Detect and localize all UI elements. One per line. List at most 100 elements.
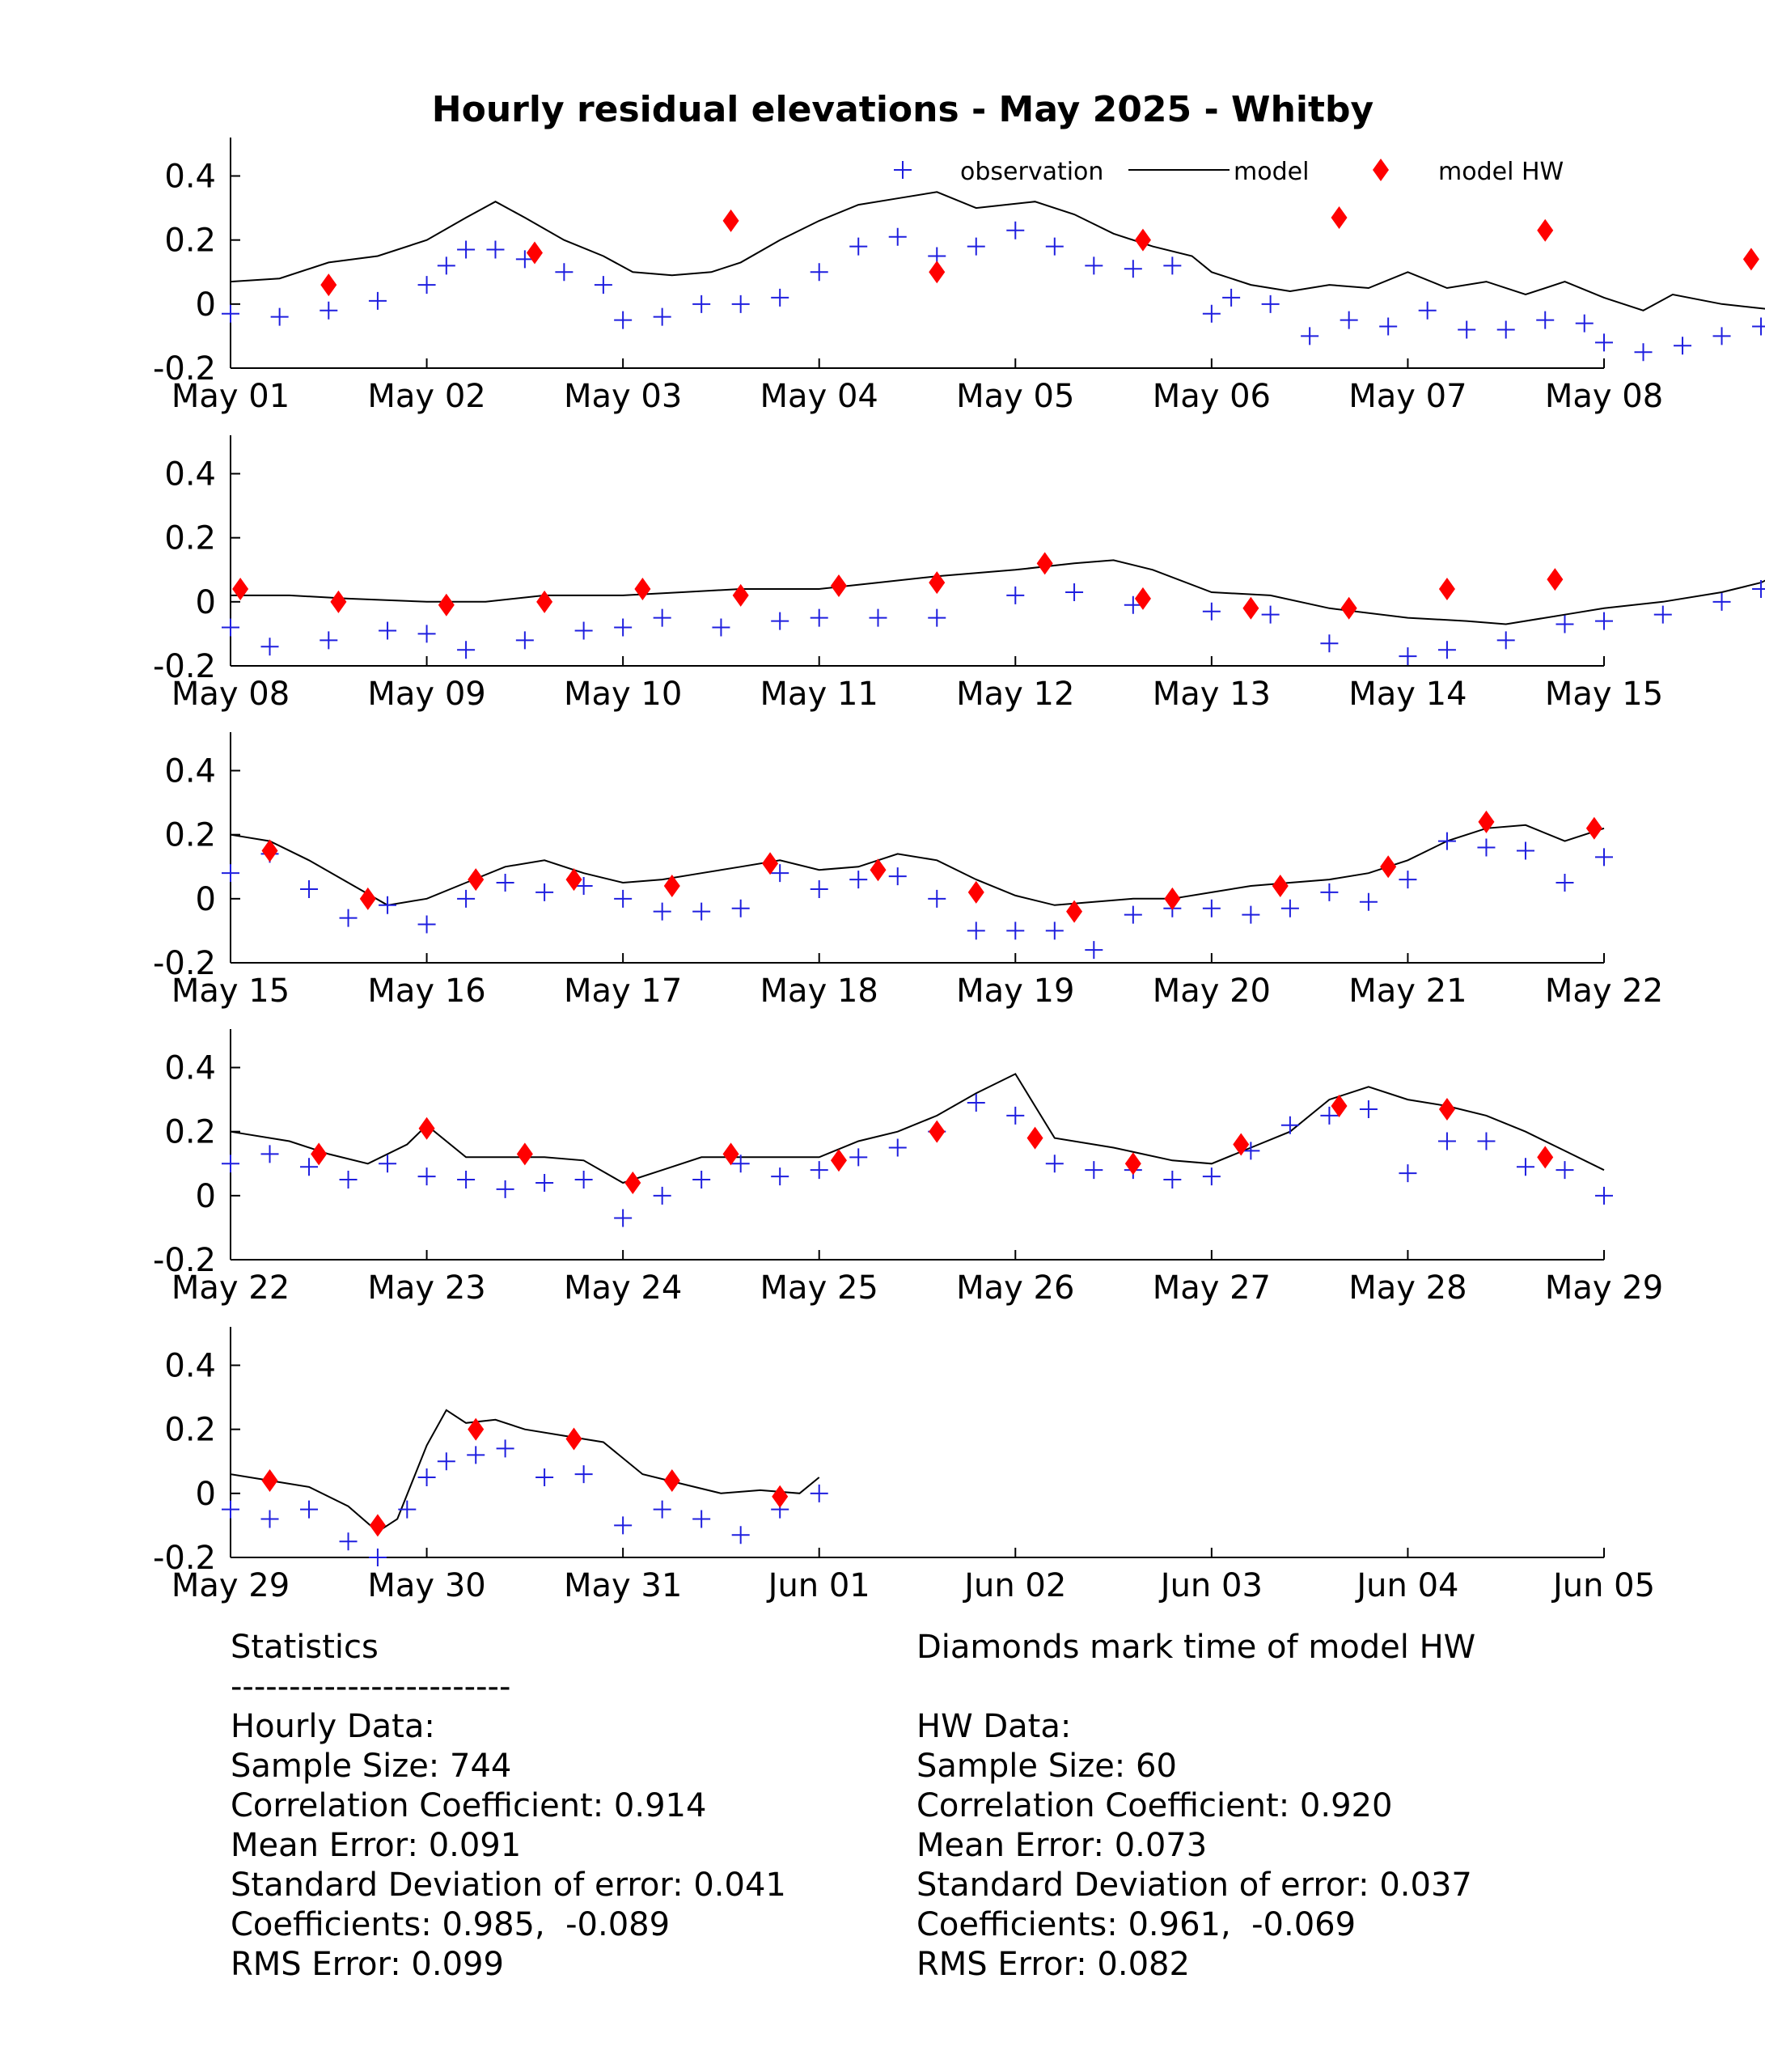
observation-point xyxy=(1359,892,1378,911)
observation-point xyxy=(1595,612,1613,630)
model-hw-diamond xyxy=(232,578,249,600)
right-line: Correlation Coefficient: 0.920 xyxy=(916,1787,1393,1824)
model-hw-diamond xyxy=(369,1514,386,1537)
legend-model-hw-marker xyxy=(1373,159,1389,181)
observation-point xyxy=(467,1446,485,1464)
observation-point xyxy=(692,1171,711,1189)
observation-point xyxy=(1555,1161,1574,1180)
right-line: HW Data: xyxy=(916,1708,1072,1745)
x-tick-label: Jun 01 xyxy=(766,1567,870,1604)
observation-point xyxy=(810,263,828,282)
observation-point xyxy=(339,1171,358,1189)
observation-point xyxy=(771,612,789,630)
observation-point xyxy=(339,1532,358,1551)
observation-point xyxy=(614,1209,633,1227)
model-hw-diamond xyxy=(1331,1095,1348,1117)
observation-point xyxy=(574,621,593,640)
model-hw-diamond xyxy=(722,209,739,232)
model-hw-diamond xyxy=(1272,875,1289,897)
observation-point xyxy=(1280,1116,1299,1134)
model-hw-diamond xyxy=(929,1120,946,1143)
observation-point xyxy=(222,304,239,323)
observation-point xyxy=(486,240,505,259)
left-line: Coefficients: 0.985, -0.089 xyxy=(231,1906,671,1943)
x-tick-label: May 05 xyxy=(956,378,1074,415)
y-tick-label: -0.2 xyxy=(153,945,216,982)
model-hw-diamond xyxy=(261,1469,278,1492)
observation-point xyxy=(339,909,358,927)
observation-point xyxy=(457,641,476,659)
right-line: Mean Error: 0.073 xyxy=(916,1827,1208,1864)
observation-point xyxy=(869,608,887,627)
x-tick-label: May 24 xyxy=(564,1269,682,1307)
observation-point xyxy=(1595,333,1613,352)
observation-point xyxy=(574,1171,593,1189)
observation-point xyxy=(222,1155,239,1173)
observation-point xyxy=(1085,256,1103,275)
observation-point xyxy=(1163,1171,1182,1189)
observation-point xyxy=(731,294,750,313)
observation-point xyxy=(417,1167,436,1186)
observation-point xyxy=(1124,905,1142,924)
x-tick-label: Jun 02 xyxy=(962,1567,1066,1604)
observation-point xyxy=(398,1500,417,1519)
right-line: Coefficients: 0.961, -0.069 xyxy=(916,1906,1357,1943)
x-tick-label: May 14 xyxy=(1348,676,1467,713)
model-hw-diamond xyxy=(1585,816,1602,840)
x-tick-label: May 28 xyxy=(1348,1269,1467,1307)
model-hw-diamond xyxy=(359,887,376,910)
observation-point xyxy=(1045,922,1064,940)
model-hw-diamond xyxy=(1233,1133,1250,1156)
model-hw-diamond xyxy=(526,241,543,265)
model-line xyxy=(231,559,1765,625)
observation-point xyxy=(849,237,868,256)
legend-model-hw-label: model HW xyxy=(1438,158,1564,186)
x-tick-label: Jun 05 xyxy=(1551,1567,1655,1604)
observation-point xyxy=(300,879,319,898)
model-line xyxy=(230,824,1605,906)
model-hw-diamond xyxy=(1438,1097,1455,1121)
observation-point xyxy=(1458,320,1476,339)
observation-point xyxy=(1006,221,1025,239)
left-line: Mean Error: 0.091 xyxy=(231,1827,522,1864)
model-hw-diamond xyxy=(1380,855,1397,879)
x-tick-label: May 16 xyxy=(367,972,485,1010)
y-tick-label: -0.2 xyxy=(153,648,216,685)
observation-point xyxy=(1634,343,1653,362)
observation-point xyxy=(1202,602,1221,621)
left-line: Hourly Data: xyxy=(231,1708,435,1745)
y-tick-label: 0.2 xyxy=(164,817,216,854)
x-tick-label: May 15 xyxy=(1545,676,1663,713)
observation-point xyxy=(1163,256,1182,275)
observation-point xyxy=(1045,1155,1064,1173)
x-tick-label: May 10 xyxy=(564,676,682,713)
model-hw-diamond xyxy=(1036,552,1053,575)
x-tick-label: May 18 xyxy=(760,972,878,1010)
observation-point xyxy=(417,276,436,294)
panel-2: -0.2 0 0.2 0.4 May 08 May 09 May 10 May 11 May 1… xyxy=(153,435,1765,713)
observation-point xyxy=(379,896,397,914)
observation-point xyxy=(1359,1100,1378,1118)
model-hw-diamond xyxy=(772,1485,789,1508)
observation-point xyxy=(731,899,750,917)
model-hw-diamond xyxy=(1164,887,1181,910)
model-hw-diamond xyxy=(1537,218,1554,242)
observation-point xyxy=(1340,311,1358,329)
observation-point xyxy=(928,889,946,908)
observation-point xyxy=(574,877,593,895)
y-tick-label: 0.2 xyxy=(164,520,216,557)
model-hw-diamond xyxy=(634,578,651,600)
observation-point xyxy=(1399,1164,1417,1183)
observation-point xyxy=(1496,631,1515,650)
model-hw-diamond xyxy=(1124,1152,1141,1176)
observation-point xyxy=(967,922,985,940)
observation-point xyxy=(810,608,828,627)
observation-point xyxy=(1085,1161,1103,1180)
observation-point xyxy=(1124,260,1142,278)
y-tick-label: 0.2 xyxy=(164,1114,216,1151)
observation-point xyxy=(967,1094,985,1112)
x-tick-label: May 26 xyxy=(956,1269,1074,1307)
model-hw-diamond xyxy=(536,590,553,613)
observation-point xyxy=(260,1145,279,1163)
